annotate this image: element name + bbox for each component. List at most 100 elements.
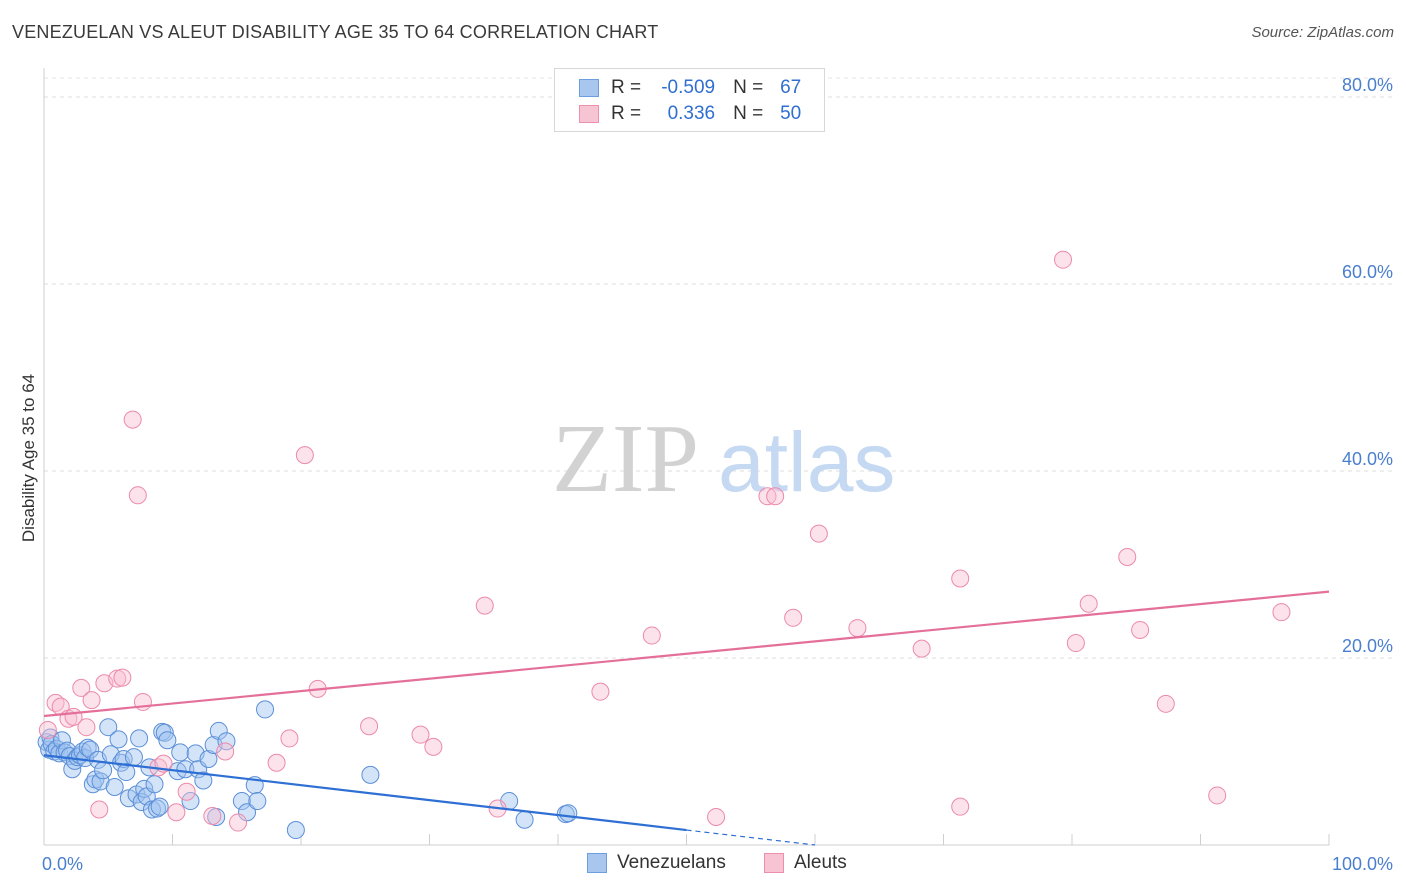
y-tick-label: 40.0%	[1342, 449, 1393, 469]
data-point	[248, 792, 267, 811]
data-point	[1079, 594, 1098, 613]
data-point	[1156, 694, 1175, 713]
data-point	[150, 797, 169, 816]
data-point	[41, 728, 60, 747]
watermark-zip: ZIP	[552, 405, 699, 513]
data-point	[229, 813, 248, 832]
legend-row-venezuelans: R = -0.509 N = 67	[579, 76, 801, 100]
y-tick-label: 80.0%	[1342, 75, 1393, 95]
series-venezuelans	[37, 700, 578, 840]
data-point	[117, 763, 136, 782]
trend-line-venezuelans	[43, 754, 687, 832]
data-point	[158, 731, 177, 750]
data-point	[135, 779, 154, 798]
legend-n-value: 67	[780, 77, 802, 98]
y-axis-label: Disability Age 35 to 64	[19, 374, 38, 542]
tick-labels: 20.0% 40.0% 60.0% 80.0% 0.0% 100.0%	[42, 75, 1393, 874]
data-point	[424, 737, 443, 756]
data-point	[109, 730, 128, 749]
data-point	[90, 800, 109, 819]
data-point	[411, 725, 430, 744]
data-point	[124, 748, 143, 767]
watermark: ZIP atlas	[552, 405, 895, 513]
data-point	[951, 569, 970, 588]
data-point	[1054, 250, 1073, 269]
data-point	[155, 723, 174, 742]
y-tick-label: 60.0%	[1342, 262, 1393, 282]
y-tick-label: 20.0%	[1342, 636, 1393, 656]
legend-n-label: N =	[733, 103, 764, 124]
data-point	[81, 740, 100, 759]
data-point	[130, 729, 149, 748]
trend-lines	[43, 590, 1330, 846]
grid-lines	[44, 77, 1392, 659]
legend-r-value: -0.509	[661, 77, 716, 98]
data-point	[216, 742, 235, 761]
data-point	[848, 619, 867, 638]
bottom-legend-swatch-aleuts	[764, 853, 784, 873]
data-point	[642, 626, 661, 645]
data-point	[38, 720, 57, 739]
data-point	[232, 792, 251, 811]
data-point	[515, 810, 534, 829]
data-point	[591, 682, 610, 701]
data-point	[758, 487, 777, 506]
data-point	[77, 718, 96, 737]
data-points	[37, 250, 1291, 840]
x-tick-label: 0.0%	[42, 854, 83, 874]
data-point	[267, 753, 286, 772]
data-point	[809, 524, 828, 543]
data-point	[238, 803, 257, 822]
data-point	[475, 596, 494, 615]
data-point	[209, 721, 228, 740]
data-point	[91, 772, 110, 791]
bottom-legend-venezuelans: Venezuelans	[587, 852, 726, 874]
data-point	[707, 807, 726, 826]
bottom-legend-aleuts: Aleuts	[764, 852, 847, 874]
data-point	[951, 797, 970, 816]
data-point	[177, 782, 196, 801]
data-point	[181, 792, 200, 811]
legend: R = -0.509 N = 67 R = 0.336 N = 50	[554, 68, 825, 132]
data-point	[912, 639, 931, 658]
legend-r-value: 0.336	[667, 103, 716, 124]
data-point	[167, 803, 186, 822]
data-point	[766, 487, 785, 506]
bottom-legend-label: Venezuelans	[617, 852, 726, 873]
legend-swatch-aleuts	[579, 105, 599, 123]
data-point	[72, 678, 91, 697]
bottom-legend-swatch-venezuelans	[587, 853, 607, 873]
data-point	[203, 807, 222, 826]
data-point	[171, 743, 190, 762]
data-point	[194, 771, 213, 790]
data-point	[123, 410, 142, 429]
data-point	[295, 446, 314, 465]
data-point	[176, 760, 195, 779]
data-point	[1066, 634, 1085, 653]
legend-swatch-venezuelans	[579, 79, 599, 97]
data-point	[128, 486, 147, 505]
data-point	[360, 717, 379, 736]
data-point	[1272, 603, 1291, 622]
data-point	[108, 669, 127, 688]
data-point	[105, 778, 124, 797]
series-aleuts	[38, 250, 1291, 832]
trend-line-aleuts	[43, 590, 1330, 718]
data-point	[78, 738, 97, 757]
data-point	[94, 761, 113, 780]
data-point	[361, 765, 380, 784]
data-point	[559, 804, 578, 823]
bottom-legend: Venezuelans Aleuts	[0, 852, 1406, 878]
data-point	[784, 608, 803, 627]
legend-r-label: R =	[611, 77, 642, 98]
data-point	[1118, 548, 1137, 567]
data-point	[280, 729, 299, 748]
legend-r-label: R =	[611, 103, 642, 124]
data-point	[148, 799, 167, 818]
legend-row-aleuts: R = 0.336 N = 50	[579, 102, 801, 126]
source-label: Source: ZipAtlas.com	[1251, 24, 1394, 41]
trend-line-extension	[686, 829, 816, 846]
legend-n-label: N =	[733, 77, 764, 98]
data-point	[99, 718, 118, 737]
